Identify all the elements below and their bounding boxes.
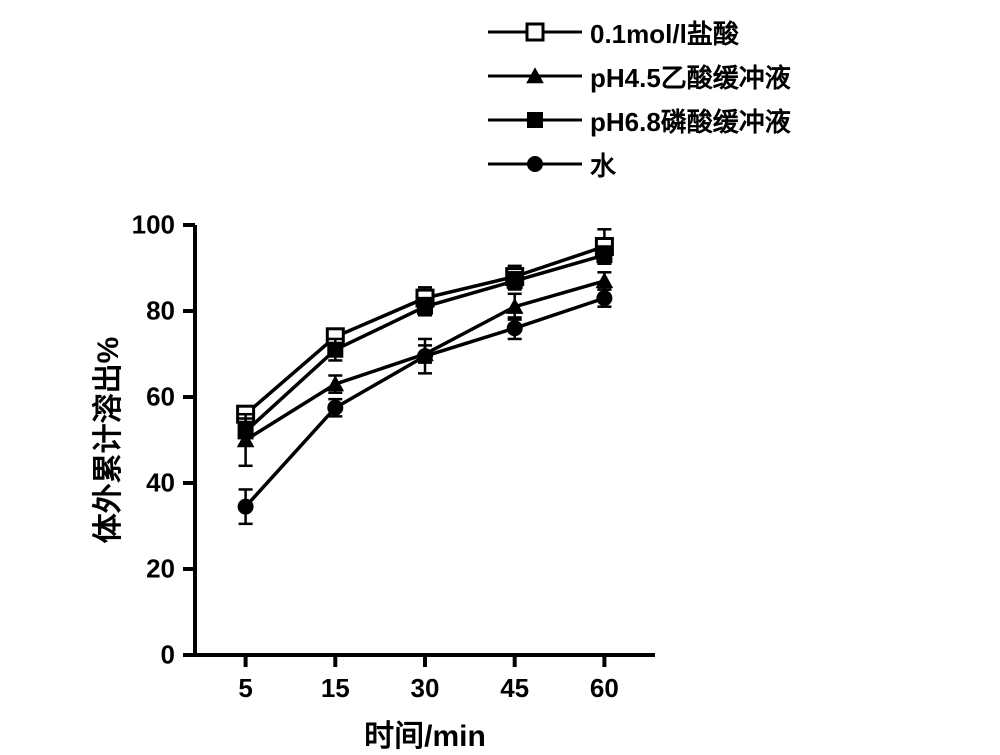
y-axis-label: 体外累计溶出% [83, 337, 127, 544]
marker-filled-circle [327, 400, 343, 416]
marker-filled-square [507, 273, 523, 289]
y-tick-label: 80 [146, 296, 175, 327]
x-axis-label: 时间/min [364, 711, 486, 755]
marker-filled-square [327, 342, 343, 358]
x-tick-label: 60 [590, 673, 619, 704]
marker-filled-square [417, 299, 433, 315]
y-tick-label: 60 [146, 382, 175, 413]
marker-filled-circle [417, 348, 433, 364]
marker-filled-square [596, 247, 612, 263]
marker-filled-circle [596, 290, 612, 306]
x-tick-label: 45 [500, 673, 529, 704]
y-tick-label: 100 [132, 210, 175, 241]
x-tick-label: 30 [411, 673, 440, 704]
y-tick-label: 20 [146, 554, 175, 585]
y-tick-label: 40 [146, 468, 175, 499]
x-tick-label: 15 [321, 673, 350, 704]
y-tick-label: 0 [161, 640, 175, 671]
series-line [246, 298, 605, 507]
marker-filled-circle [238, 499, 254, 515]
dissolution-chart: 体外累计溶出% 时间/min 020406080100515304560 [0, 0, 1000, 743]
marker-filled-triangle [596, 272, 614, 288]
page: 0.1mol/l盐酸pH4.5乙酸缓冲液pH6.8磷酸缓冲液水 体外累计溶出% … [0, 0, 1000, 743]
marker-filled-circle [507, 320, 523, 336]
x-tick-label: 5 [238, 673, 252, 704]
chart-svg [0, 0, 1000, 743]
